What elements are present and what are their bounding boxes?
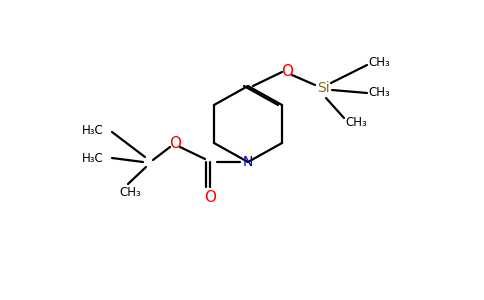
Text: O: O — [169, 136, 181, 152]
Text: O: O — [281, 64, 293, 80]
Text: CH₃: CH₃ — [368, 56, 390, 68]
Text: CH₃: CH₃ — [345, 116, 367, 128]
Text: CH₃: CH₃ — [119, 187, 141, 200]
Text: CH₃: CH₃ — [368, 86, 390, 100]
Text: H₃C: H₃C — [82, 124, 104, 136]
Text: H₃C: H₃C — [82, 152, 104, 164]
Text: Si: Si — [317, 81, 329, 95]
Text: O: O — [204, 190, 216, 205]
Text: N: N — [243, 155, 253, 169]
